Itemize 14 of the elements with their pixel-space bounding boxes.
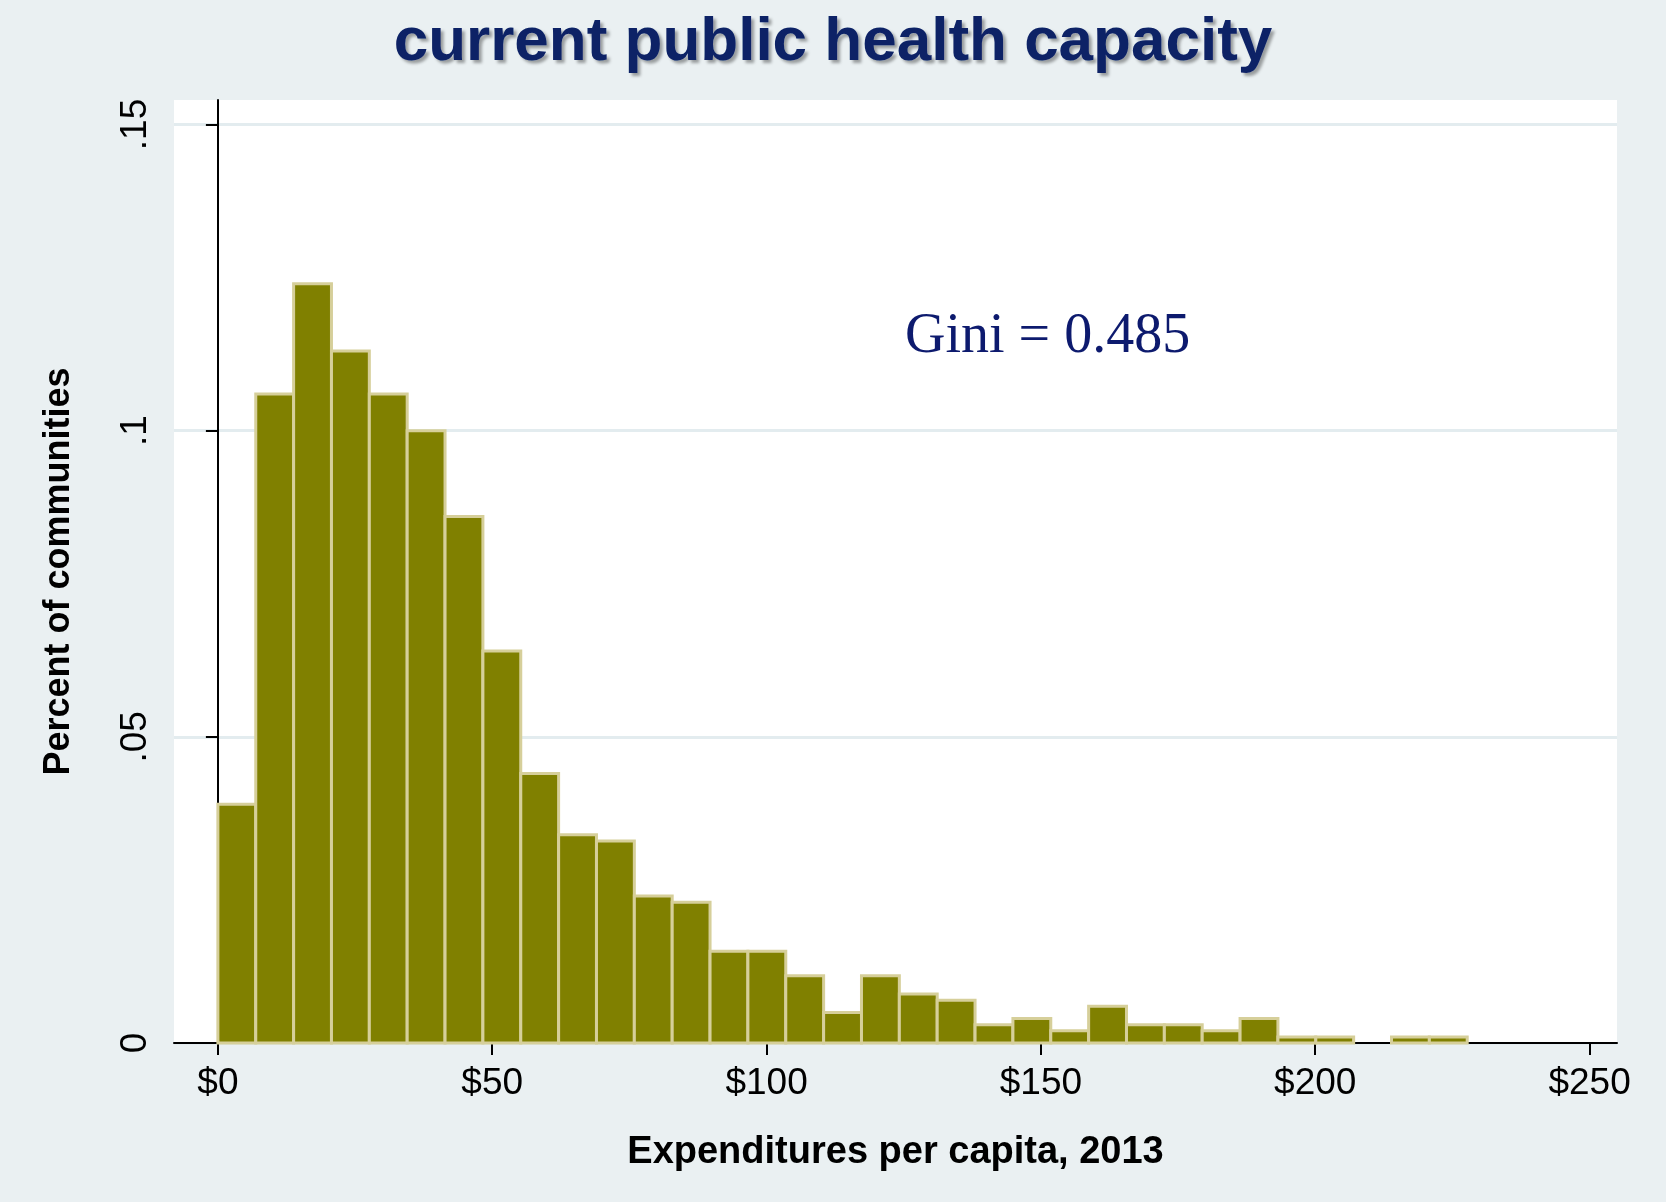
x-tick-label: $150 — [999, 1061, 1083, 1102]
y-tick-label: .15 — [113, 98, 154, 151]
y-axis-title: Percent of communities — [35, 367, 77, 776]
chart-title: current public health capacity — [393, 3, 1273, 73]
x-tick-label: $200 — [1274, 1061, 1357, 1102]
x-tick-label: $0 — [197, 1061, 239, 1102]
annotation: Gini = 0.485 — [905, 302, 1191, 364]
y-tick-label: .05 — [113, 711, 154, 763]
y-tick-label: .1 — [113, 415, 154, 447]
x-axis-title: Expenditures per capita, 2013 — [627, 1129, 1164, 1171]
x-tick-label: $250 — [1548, 1061, 1631, 1102]
x-tick-label: $50 — [461, 1061, 524, 1102]
y-tick-label: 0 — [113, 1032, 154, 1054]
x-tick-label: $100 — [725, 1061, 808, 1102]
